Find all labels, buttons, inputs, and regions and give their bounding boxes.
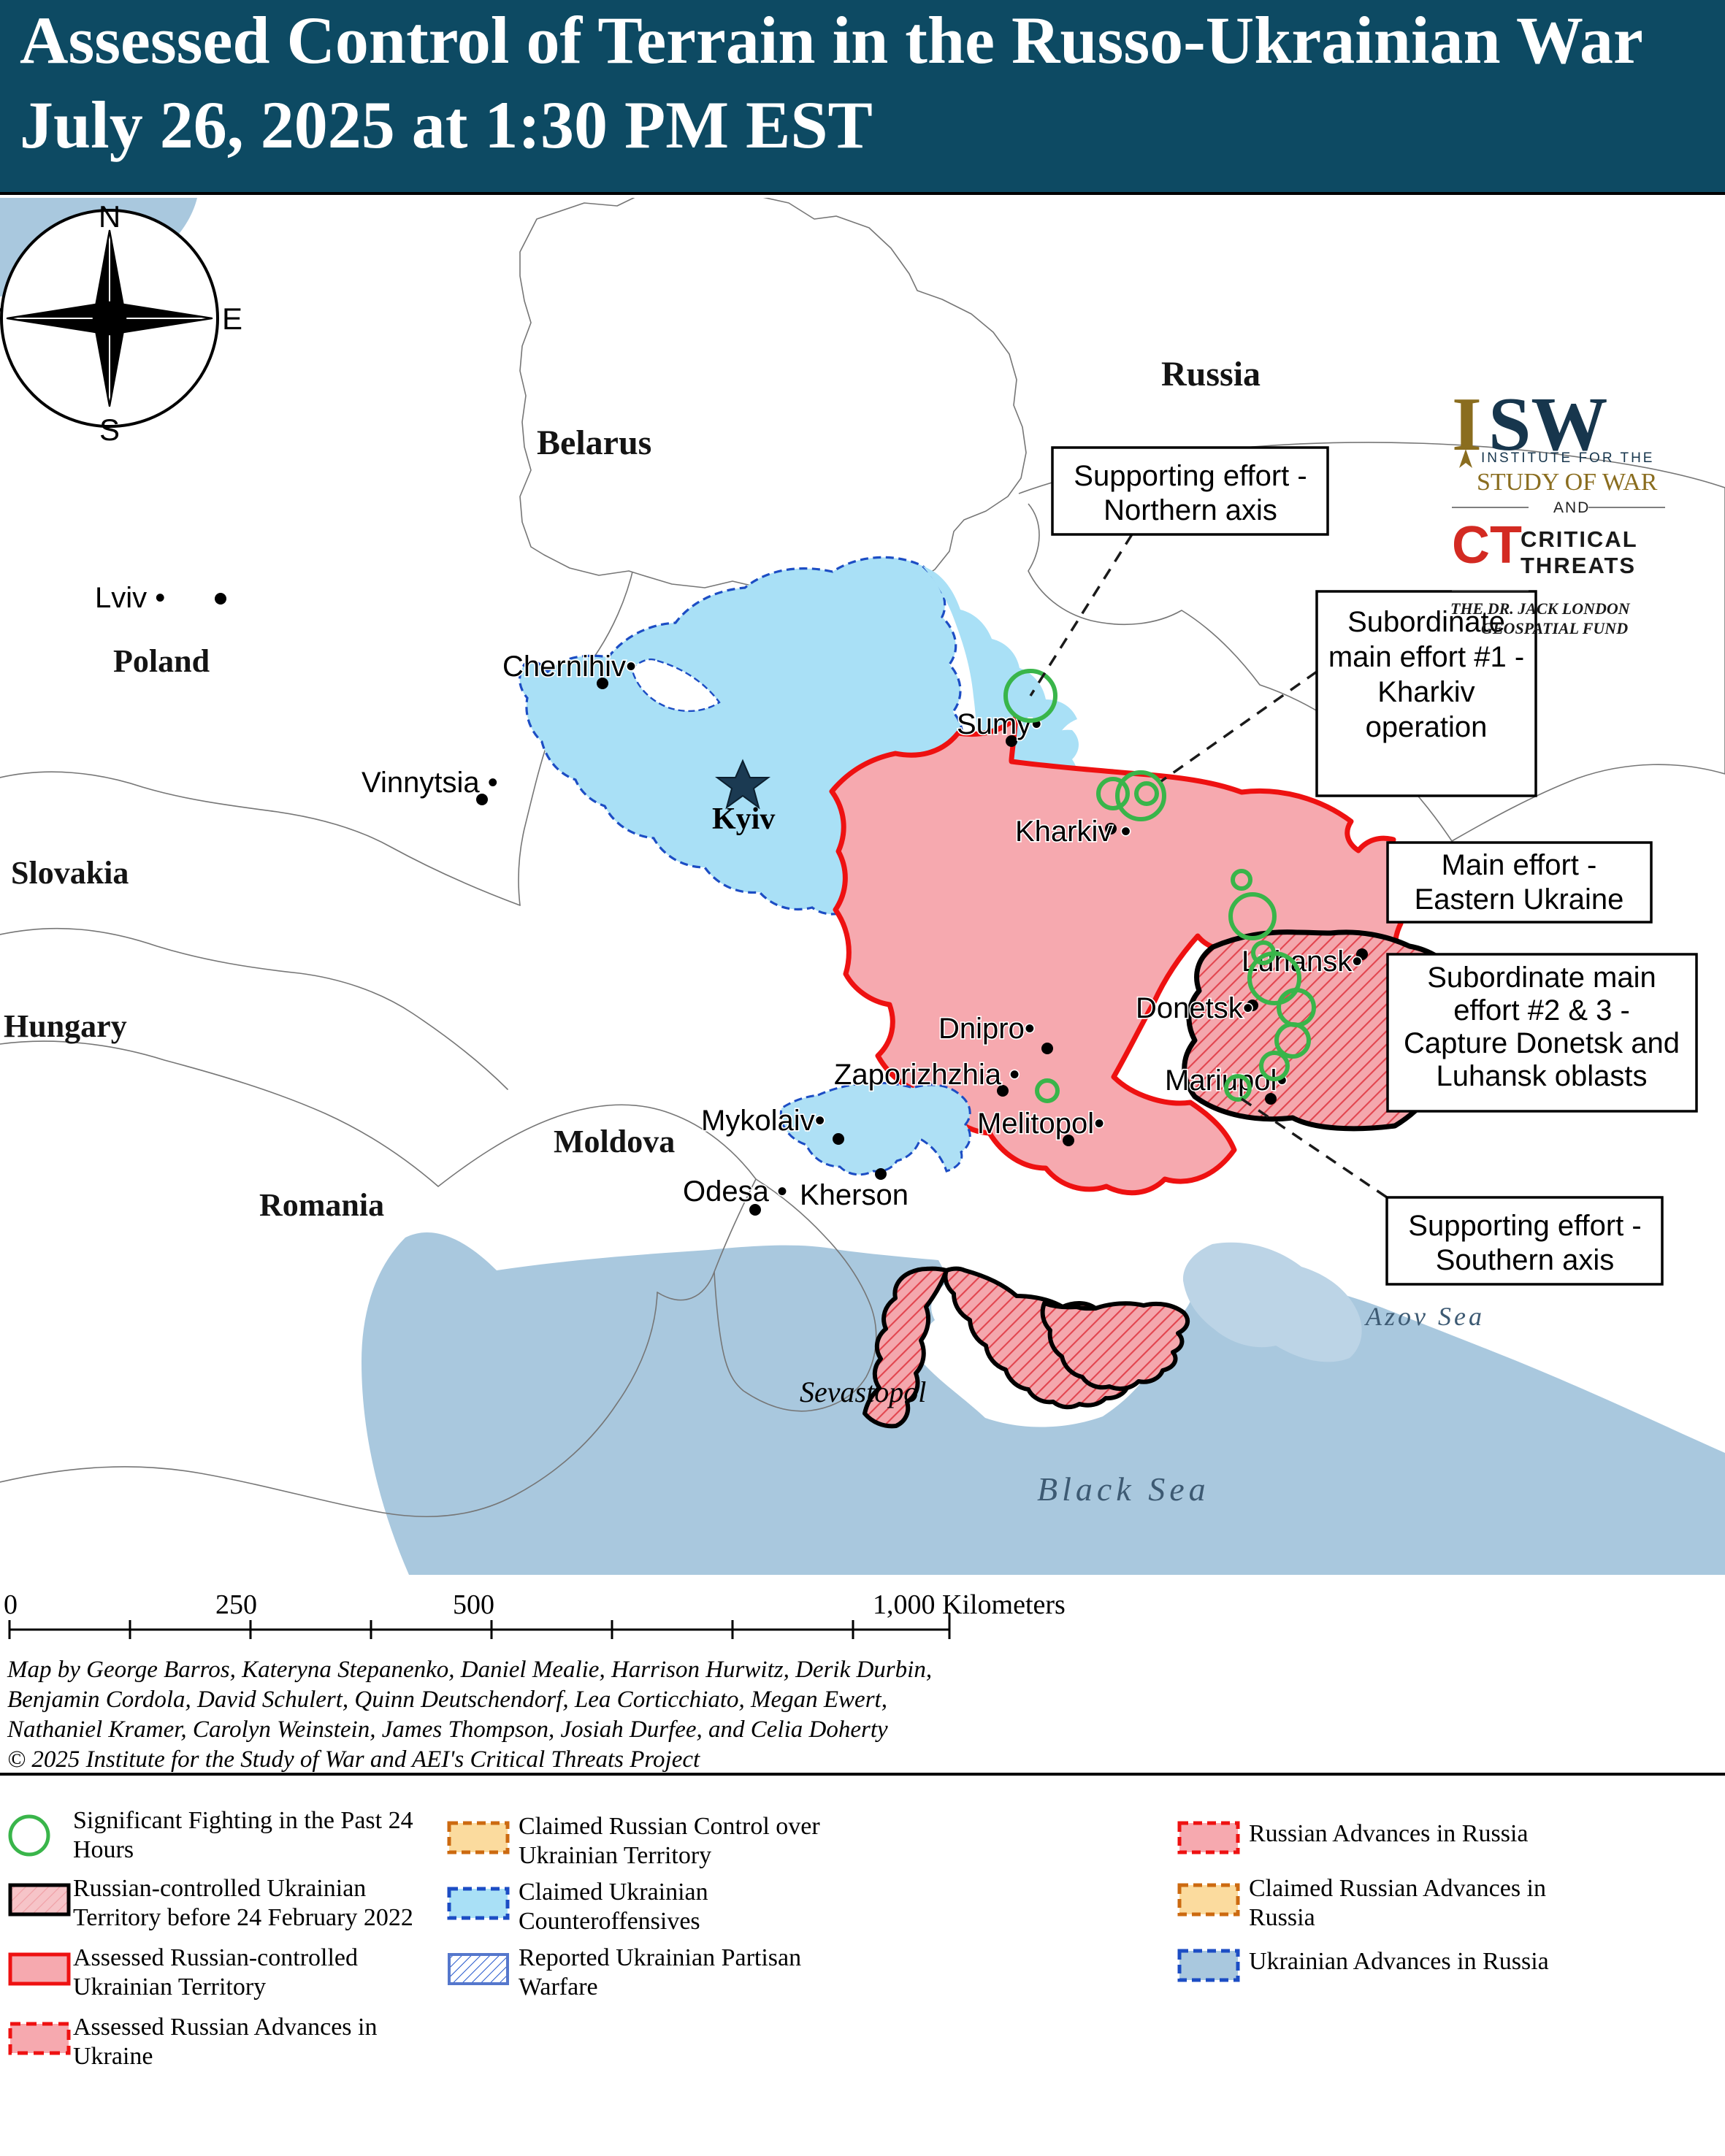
- svg-text:effort #2 & 3 -: effort #2 & 3 -: [1453, 994, 1630, 1027]
- svg-text:500: 500: [453, 1589, 494, 1620]
- svg-text:Supporting effort -: Supporting effort -: [1074, 460, 1307, 492]
- svg-text:Significant Fighting in the Pa: Significant Fighting in the Past 24: [73, 1807, 413, 1834]
- svg-text:N: N: [99, 199, 121, 234]
- svg-text:Slovakia: Slovakia: [11, 855, 129, 891]
- svg-text:Northern axis: Northern axis: [1104, 494, 1277, 526]
- svg-text:Main effort -: Main effort -: [1442, 849, 1597, 881]
- svg-text:Nathaniel Kramer, Carolyn Wein: Nathaniel Kramer, Carolyn Weinstein, Jam…: [7, 1716, 888, 1743]
- svg-text:Claimed Russian Advances in: Claimed Russian Advances in: [1249, 1875, 1546, 1902]
- svg-text:Mykolaiv•: Mykolaiv•: [701, 1105, 825, 1137]
- svg-text:Ukrainian Territory: Ukrainian Territory: [519, 1842, 711, 1869]
- svg-text:Kyiv: Kyiv: [712, 802, 775, 836]
- svg-text:INSTITUTE FOR THE: INSTITUTE FOR THE: [1481, 450, 1654, 466]
- svg-text:Southern axis: Southern axis: [1436, 1244, 1615, 1276]
- svg-text:S: S: [99, 413, 120, 447]
- svg-text:Subordinate main: Subordinate main: [1427, 962, 1656, 994]
- svg-text:Ukrainian Territory: Ukrainian Territory: [73, 1973, 266, 2000]
- svg-text:250: 250: [215, 1589, 257, 1620]
- svg-text:Sevastopol: Sevastopol: [800, 1376, 926, 1408]
- svg-text:Romania: Romania: [259, 1187, 384, 1223]
- svg-text:Donetsk•: Donetsk•: [1136, 992, 1253, 1024]
- svg-text:operation: operation: [1366, 711, 1488, 743]
- svg-text:Azov Sea: Azov Sea: [1364, 1302, 1485, 1331]
- svg-text:Odesa •: Odesa •: [683, 1175, 787, 1208]
- svg-text:Russian Advances in Russia: Russian Advances in Russia: [1249, 1820, 1528, 1847]
- svg-text:Russia: Russia: [1161, 355, 1261, 394]
- svg-text:Vinnytsia •: Vinnytsia •: [362, 767, 498, 799]
- svg-text:Territory before 24 February 2: Territory before 24 February 2022: [73, 1904, 413, 1931]
- svg-text:1,000 Kilometers: 1,000 Kilometers: [873, 1589, 1066, 1620]
- svg-text:Russia: Russia: [1249, 1904, 1315, 1931]
- svg-text:Sumy•: Sumy•: [957, 708, 1041, 740]
- svg-text:Russian-controlled Ukrainian: Russian-controlled Ukrainian: [73, 1875, 366, 1902]
- svg-text:THREATS: THREATS: [1521, 553, 1636, 578]
- svg-text:Hungary: Hungary: [4, 1008, 127, 1044]
- svg-text:Melitopol•: Melitopol•: [977, 1108, 1104, 1140]
- svg-text:Kharkiv: Kharkiv: [1377, 676, 1475, 708]
- svg-text:Warfare: Warfare: [519, 1973, 598, 2000]
- svg-text:Map by George Barros, Kateryna: Map by George Barros, Kateryna Stepanenk…: [7, 1657, 932, 1683]
- svg-text:E: E: [222, 302, 242, 336]
- svg-text:Lviv •: Lviv •: [95, 582, 165, 614]
- svg-text:Counteroffensives: Counteroffensives: [519, 1908, 700, 1935]
- svg-text:Reported Ukrainian Partisan: Reported Ukrainian Partisan: [519, 1944, 801, 1971]
- svg-text:Luhansk oblasts: Luhansk oblasts: [1436, 1060, 1647, 1092]
- svg-text:Assessed Russian Advances in: Assessed Russian Advances in: [73, 2014, 377, 2041]
- svg-text:Capture Donetsk and: Capture Donetsk and: [1404, 1027, 1680, 1059]
- svg-text:Ukraine: Ukraine: [73, 2043, 153, 2070]
- svg-text:Kherson: Kherson: [800, 1179, 909, 1211]
- svg-text:STUDY OF WAR: STUDY OF WAR: [1477, 469, 1658, 496]
- svg-text:main effort #1 -: main effort #1 -: [1328, 641, 1524, 673]
- svg-text:AND: AND: [1553, 499, 1590, 516]
- svg-text:Assessed Russian-controlled: Assessed Russian-controlled: [73, 1944, 358, 1971]
- svg-text:Hours: Hours: [73, 1836, 134, 1863]
- svg-text:Dnipro•: Dnipro•: [938, 1013, 1035, 1045]
- svg-text:Claimed Ukrainian: Claimed Ukrainian: [519, 1879, 708, 1906]
- svg-text:0: 0: [4, 1589, 18, 1620]
- svg-text:Supporting effort -: Supporting effort -: [1408, 1210, 1641, 1242]
- svg-text:Claimed Russian Control over: Claimed Russian Control over: [519, 1813, 820, 1840]
- svg-text:THE DR. JACK LONDON: THE DR. JACK LONDON: [1450, 599, 1631, 618]
- svg-text:Ukrainian Advances in Russia: Ukrainian Advances in Russia: [1249, 1948, 1549, 1975]
- svg-text:Benjamin Cordola, David Schule: Benjamin Cordola, David Schulert, Quinn …: [7, 1687, 887, 1713]
- svg-text:Moldova: Moldova: [554, 1124, 675, 1159]
- svg-text:CRITICAL: CRITICAL: [1521, 526, 1638, 552]
- svg-text:Poland: Poland: [113, 643, 210, 679]
- svg-text:GEOSPATIAL FUND: GEOSPATIAL FUND: [1481, 619, 1628, 637]
- svg-text:Chernihiv•: Chernihiv•: [502, 651, 636, 683]
- svg-text:Eastern Ukraine: Eastern Ukraine: [1415, 883, 1624, 916]
- svg-text:CT: CT: [1452, 516, 1522, 575]
- svg-text:Zaporizhzhia •: Zaporizhzhia •: [834, 1059, 1020, 1091]
- svg-text:Belarus: Belarus: [537, 423, 651, 462]
- svg-text:Kharkiv •: Kharkiv •: [1015, 816, 1131, 848]
- svg-text:© 2025 Institute for the Study: © 2025 Institute for the Study of War an…: [7, 1746, 700, 1773]
- svg-text:Black Sea: Black Sea: [1037, 1470, 1210, 1508]
